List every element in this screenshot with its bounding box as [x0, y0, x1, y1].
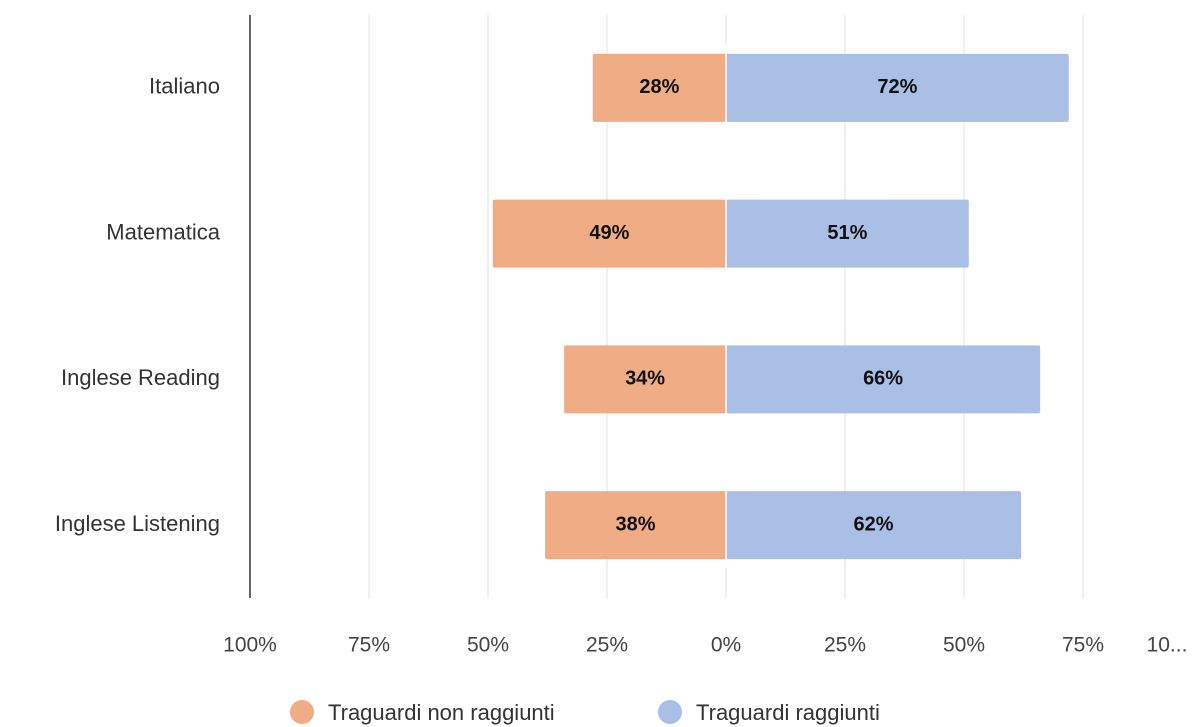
bar [492, 199, 726, 268]
bar [726, 345, 1041, 414]
category-label: Inglese Reading [61, 365, 220, 390]
x-tick-label: 50% [943, 634, 985, 657]
legend-swatch [658, 700, 682, 724]
x-tick-label: 100% [223, 634, 277, 657]
data-label: 62% [854, 513, 894, 535]
data-label: 66% [863, 368, 903, 390]
x-tick-label: 0% [711, 634, 741, 657]
category-label: Italiano [149, 74, 220, 99]
data-label: 72% [877, 76, 917, 98]
bar [726, 199, 969, 268]
legend-swatch [290, 700, 314, 724]
bar [726, 491, 1022, 560]
x-tick-label: 25% [824, 634, 866, 657]
x-tick-label: 25% [586, 634, 628, 657]
data-label: 28% [639, 76, 679, 98]
data-label: 38% [616, 513, 656, 535]
bar [592, 53, 726, 122]
legend-label: Traguardi raggiunti [696, 700, 880, 725]
x-tick-label: 10... [1147, 634, 1188, 657]
bar [726, 53, 1069, 122]
data-label: 34% [625, 368, 665, 390]
x-tick-label: 75% [348, 634, 390, 657]
legend-label: Traguardi non raggiunti [328, 700, 555, 725]
bar [564, 345, 726, 414]
category-label: Inglese Listening [55, 511, 220, 536]
x-tick-label: 50% [467, 634, 509, 657]
data-label: 51% [827, 222, 867, 244]
category-label: Matematica [106, 219, 220, 244]
bar [545, 491, 726, 560]
x-tick-label: 75% [1062, 634, 1104, 657]
data-label: 49% [589, 222, 629, 244]
